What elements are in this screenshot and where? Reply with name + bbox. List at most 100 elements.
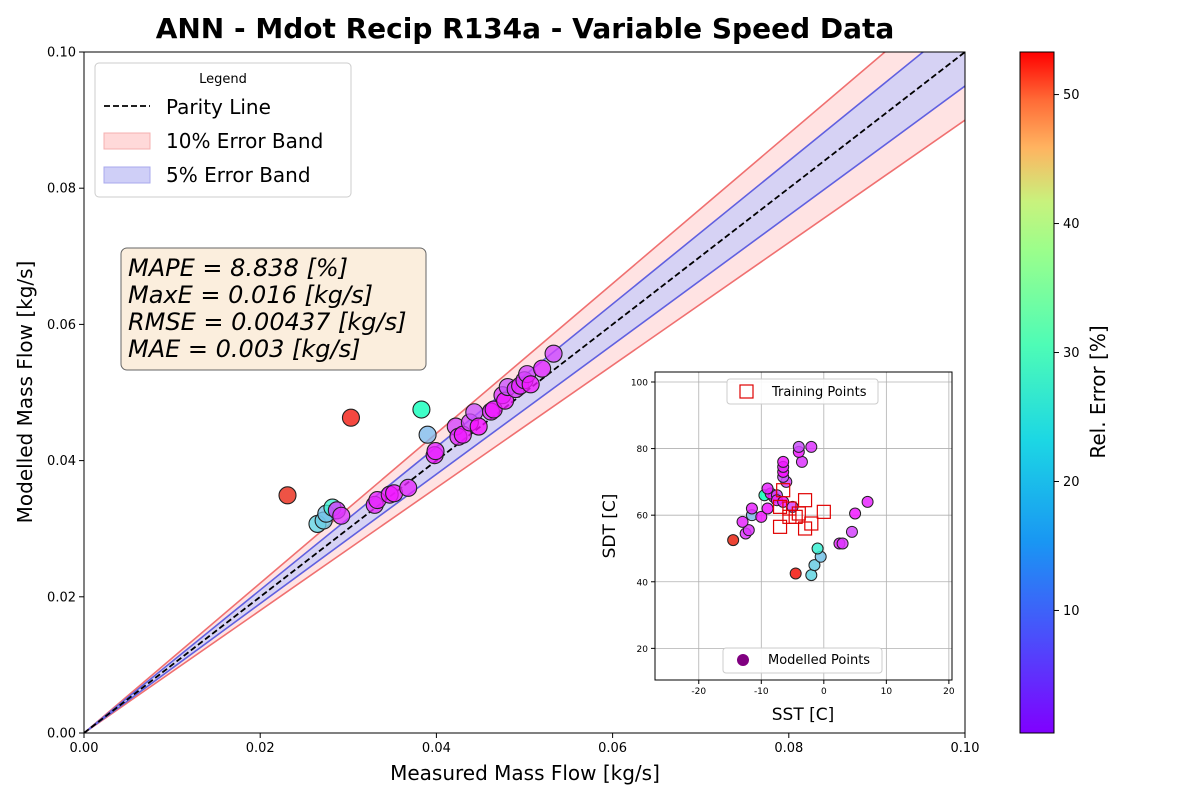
main-point — [418, 425, 437, 444]
inset-y-tick-label: 20 — [637, 645, 649, 655]
error-band-10-upper-line — [84, 52, 887, 733]
inset-modelled-point — [792, 440, 805, 453]
colorbar-tick-label: 10 — [1063, 604, 1080, 619]
legend-band10-swatch — [103, 132, 151, 150]
stats-box-background — [120, 247, 427, 371]
inset-x-ticks: -20 -10 0 10 20 — [691, 680, 955, 697]
main-point — [412, 400, 431, 419]
y-tick-label: 0.02 — [47, 590, 76, 605]
inset-training-point — [776, 483, 791, 498]
inset-plot-area — [655, 372, 952, 680]
inset-legend-training-marker — [739, 384, 754, 399]
inset-y-tick-label: 60 — [637, 512, 649, 522]
legend: Legend Parity Line 10% Error Band 5% Err… — [94, 62, 352, 198]
inset-legend-modelled: Modelled Points — [722, 647, 883, 674]
legend-entry-band10: 10% Error Band — [166, 129, 323, 153]
inset-modelled-point — [808, 559, 821, 572]
main-point — [278, 486, 297, 505]
main-point — [469, 417, 488, 436]
inset-modelled-point — [805, 440, 818, 453]
main-point — [533, 359, 552, 378]
x-tick-label: 0.02 — [246, 741, 275, 756]
inset-x-tick-label: 20 — [943, 687, 955, 697]
error-band-5-lower-line — [84, 85, 965, 733]
inset-modelled-point — [742, 524, 755, 537]
inset-training-point — [791, 506, 806, 521]
stats-box: MAPE = 8.838 [%] MaxE = 0.016 [kg/s] RMS… — [120, 247, 427, 371]
inset-x-axis-label: SST [C] — [772, 705, 835, 725]
main-point — [426, 442, 445, 461]
inset-modelled-point — [761, 502, 774, 515]
inset-modelled-point — [727, 534, 740, 547]
inset-legend-modelled-label: Modelled Points — [768, 653, 870, 668]
x-tick-label: 0.08 — [774, 741, 803, 756]
colorbar-label: Rel. Error [%] — [1086, 325, 1110, 458]
inset-legend-training-label: Training Points — [771, 385, 867, 400]
chart-title: ANN - Mdot Recip R134a - Variable Speed … — [156, 12, 895, 45]
y-tick-label: 0.00 — [47, 727, 76, 742]
inset-legend-training: Training Points — [726, 378, 879, 405]
error-band-5-upper-line — [84, 52, 925, 733]
main-point — [521, 375, 540, 394]
inset-training-point — [816, 504, 831, 519]
colorbar-tick-label: 40 — [1063, 217, 1080, 232]
x-tick-label: 0.06 — [598, 741, 627, 756]
inset-training-points — [772, 483, 831, 536]
inset-modelled-point — [845, 525, 858, 538]
main-point — [332, 506, 351, 525]
y-tick-label: 0.04 — [47, 454, 76, 469]
x-tick-label: 0.00 — [70, 741, 99, 756]
colorbar-tick-label: 30 — [1063, 346, 1080, 361]
legend-box — [94, 62, 352, 198]
inset-x-tick-label: -20 — [691, 687, 706, 697]
inset-plot-frame — [654, 371, 953, 681]
inset-modelled-point — [805, 569, 818, 582]
inset-x-tick-label: 0 — [821, 687, 827, 697]
parity-line — [84, 52, 965, 733]
legend-title: Legend — [199, 72, 247, 87]
inset-modelled-point — [736, 515, 749, 528]
inset-modelled-point — [861, 495, 874, 508]
inset-legend-modelled-box — [722, 647, 883, 674]
inset-training-point — [772, 499, 788, 514]
inset-x-tick-label: 10 — [881, 687, 893, 697]
main-point — [341, 408, 360, 427]
y-axis-label: Modelled Mass Flow [kg/s] — [13, 261, 37, 524]
inset-y-ticks: 20 40 60 80 100 — [631, 378, 655, 655]
inset-legend-modelled-marker — [737, 654, 749, 666]
x-axis-label: Measured Mass Flow [kg/s] — [390, 761, 660, 785]
main-x-ticks: 0.00 0.02 0.04 0.06 0.08 0.10 — [70, 733, 980, 756]
inset-modelled-point — [755, 510, 768, 523]
y-tick-label: 0.10 — [47, 46, 76, 61]
stats-mape: MAPE = 8.838 [%] — [128, 254, 348, 282]
stats-mae: MAE = 0.003 [kg/s] — [128, 335, 360, 363]
x-tick-label: 0.04 — [422, 741, 451, 756]
colorbar-tick-label: 50 — [1063, 88, 1080, 103]
inset-y-tick-label: 40 — [637, 578, 649, 588]
main-y-ticks: 0.00 0.02 0.04 0.06 0.08 0.10 — [47, 46, 84, 742]
inset-modelled-point — [811, 542, 824, 555]
inset-training-point — [772, 519, 788, 534]
main-point — [544, 344, 563, 363]
main-plot-frame — [83, 51, 966, 734]
stats-maxe: MaxE = 0.016 [kg/s] — [128, 281, 373, 309]
colorbar-tick-label: 20 — [1063, 475, 1080, 490]
legend-band5-swatch — [103, 166, 151, 184]
main-scatter-points — [278, 344, 563, 533]
inset-y-axis-label: SDT [C] — [600, 494, 620, 559]
inset-x-tick-label: -10 — [754, 687, 769, 697]
inset-modelled-point — [777, 455, 790, 468]
inset-modelled-point — [836, 537, 849, 550]
error-band-10-lower-line — [84, 119, 965, 733]
inset-modelled-point — [745, 502, 758, 515]
colorbar — [1019, 51, 1055, 734]
inset-y-tick-label: 100 — [631, 378, 648, 388]
inset-legend-training-box — [726, 378, 879, 405]
inset-modelled-point — [795, 455, 808, 468]
legend-entry-parity: Parity Line — [166, 95, 271, 119]
inset-training-point — [797, 521, 813, 536]
inset-y-tick-label: 80 — [637, 445, 649, 455]
x-tick-label: 0.10 — [951, 741, 980, 756]
inset-modelled-point — [761, 482, 774, 495]
